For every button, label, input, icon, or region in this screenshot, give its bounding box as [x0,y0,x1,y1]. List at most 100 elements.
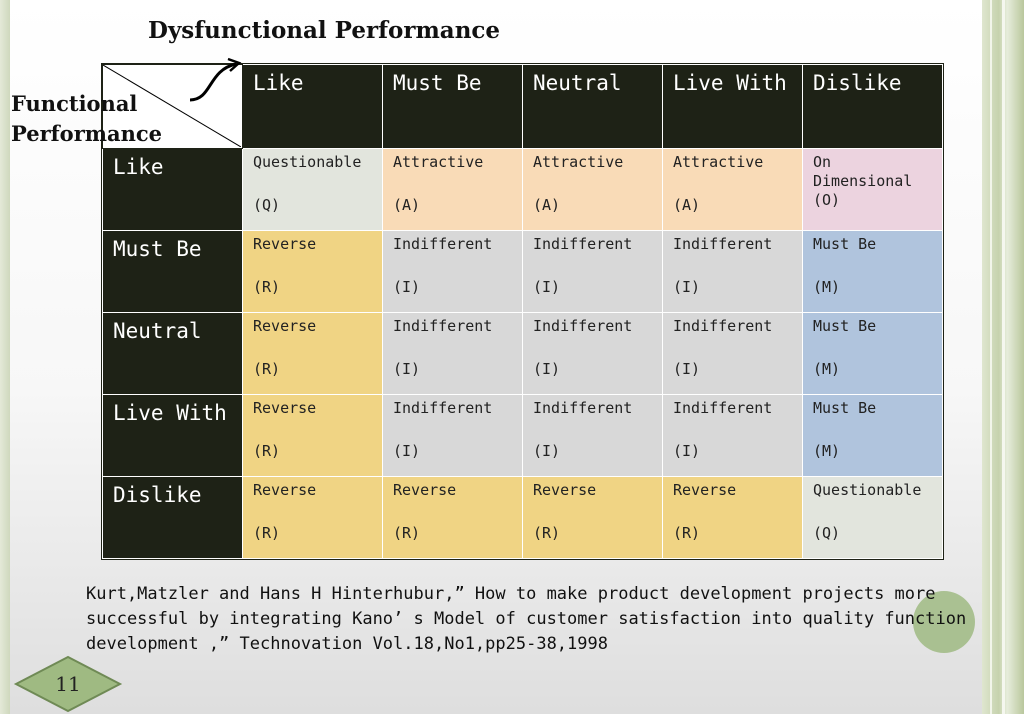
cell-category: Must Be [813,399,877,417]
table-cell: Questionable (Q) [242,148,383,231]
left-decorative-stripe [0,0,10,714]
row-header: Must Be [102,230,243,313]
table-cell: Reverse (R) [242,476,383,559]
table-cell: Must Be (M) [802,230,943,313]
table-cell: Indifferent (I) [662,394,803,477]
cell-code: (I) [393,442,421,460]
table-cell: Indifferent (I) [662,312,803,395]
cell-category: Indifferent [673,399,773,417]
cell-category: Indifferent [533,235,633,253]
cell-code: (I) [533,442,561,460]
cell-code: (I) [673,360,701,378]
table-cell: Indifferent (I) [382,394,523,477]
cell-category: Indifferent [533,317,633,335]
cell-code: (R) [673,524,701,542]
table-cell: Reverse (R) [382,476,523,559]
table-row: Live With Reverse (R) Indifferent (I) Indiffe… [102,394,943,477]
cell-category: Reverse [393,481,457,499]
row-axis-title: Functional Performance [11,89,162,149]
cell-code: (Q) [253,196,281,214]
table-cell: Questionable (Q) [802,476,943,559]
cell-code: (I) [533,360,561,378]
column-header-like: Like [242,64,383,149]
row-header: Like [102,148,243,231]
cell-code: (R) [253,442,281,460]
cell-category: Reverse [253,317,317,335]
cell-category: Must Be [813,317,877,335]
column-header-must-be: Must Be [382,64,523,149]
row-axis-title-line-2: Performance [11,121,162,146]
table-cell: Indifferent (I) [662,230,803,313]
column-axis-title: Dysfunctional Performance [148,17,501,44]
cell-code: (I) [673,278,701,296]
table-cell: Attractive (A) [522,148,663,231]
table-cell: Reverse (R) [242,394,383,477]
table-cell: Must Be (M) [802,312,943,395]
decorative-circle [913,591,975,653]
cell-code: (A) [673,196,701,214]
cell-code: (A) [533,196,561,214]
diagonal-divider [103,65,241,147]
page-number: 11 [55,672,81,696]
table-cell: Indifferent (I) [522,230,663,313]
cell-code: (R) [253,524,281,542]
table-row: Like Questionable (Q) Attractive (A) Attracti… [102,148,943,231]
cell-code: (R) [253,278,281,296]
table-cell: Attractive (A) [662,148,803,231]
cell-category: Indifferent [533,399,633,417]
right-decorative-bar [982,0,1024,714]
cell-code: (O) [813,191,841,209]
table-row: Dislike Reverse (R) Reverse (R) Reverse (R) Rev… [102,476,943,559]
cell-code: (Q) [813,524,841,542]
cell-code: (M) [813,278,841,296]
citation-text: Kurt,Matzler and Hans H Hinterhubur,” Ho… [86,584,967,654]
table-row: Neutral Reverse (R) Indifferent (I) Indiffere… [102,312,943,395]
column-header-neutral: Neutral [522,64,663,149]
cell-code: (I) [393,360,421,378]
kano-evaluation-table: Like Must Be Neutral Live With Dislike L… [101,63,944,560]
cell-category: Reverse [253,399,317,417]
row-header: Live With [102,394,243,477]
row-header: Neutral [102,312,243,395]
cell-code: (M) [813,360,841,378]
cell-category: Indifferent [393,399,493,417]
curved-arrow-icon [189,57,242,102]
corner-cell [102,64,243,149]
cell-category: Reverse [253,481,317,499]
cell-category: Questionable [813,481,922,499]
column-header-dislike: Dislike [802,64,943,149]
cell-code: (M) [813,442,841,460]
cell-code: (R) [533,524,561,542]
cell-code: (A) [393,196,421,214]
cell-category: Indifferent [673,317,773,335]
row-header: Dislike [102,476,243,559]
table-cell: Indifferent (I) [522,394,663,477]
row-axis-title-line-1: Functional [11,91,138,116]
cell-category: Reverse [673,481,737,499]
cell-code: (I) [393,278,421,296]
cell-category: Attractive [673,153,764,171]
column-header-live-with: Live With [662,64,803,149]
table-row: Must Be Reverse (R) Indifferent (I) Indiffere… [102,230,943,313]
cell-category: Indifferent [393,317,493,335]
cell-category: Reverse [253,235,317,253]
table-cell: Reverse (R) [522,476,663,559]
table-header-row: Like Must Be Neutral Live With Dislike [102,64,943,149]
cell-category: Reverse [533,481,597,499]
cell-category: Indifferent [673,235,773,253]
table-cell: Indifferent (I) [382,312,523,395]
table-cell: Indifferent (I) [522,312,663,395]
diamond-shape [13,655,123,713]
cell-code: (R) [253,360,281,378]
cell-category: Attractive [393,153,484,171]
table-cell: Attractive (A) [382,148,523,231]
cell-category: Must Be [813,235,877,253]
cell-code: (I) [533,278,561,296]
page-number-badge: 11 [12,654,124,716]
table-cell: Must Be (M) [802,394,943,477]
table-cell: Indifferent (I) [382,230,523,313]
cell-category: Questionable [253,153,362,171]
table-cell: Reverse (R) [242,230,383,313]
cell-code: (R) [393,524,421,542]
table-cell: Reverse (R) [242,312,383,395]
